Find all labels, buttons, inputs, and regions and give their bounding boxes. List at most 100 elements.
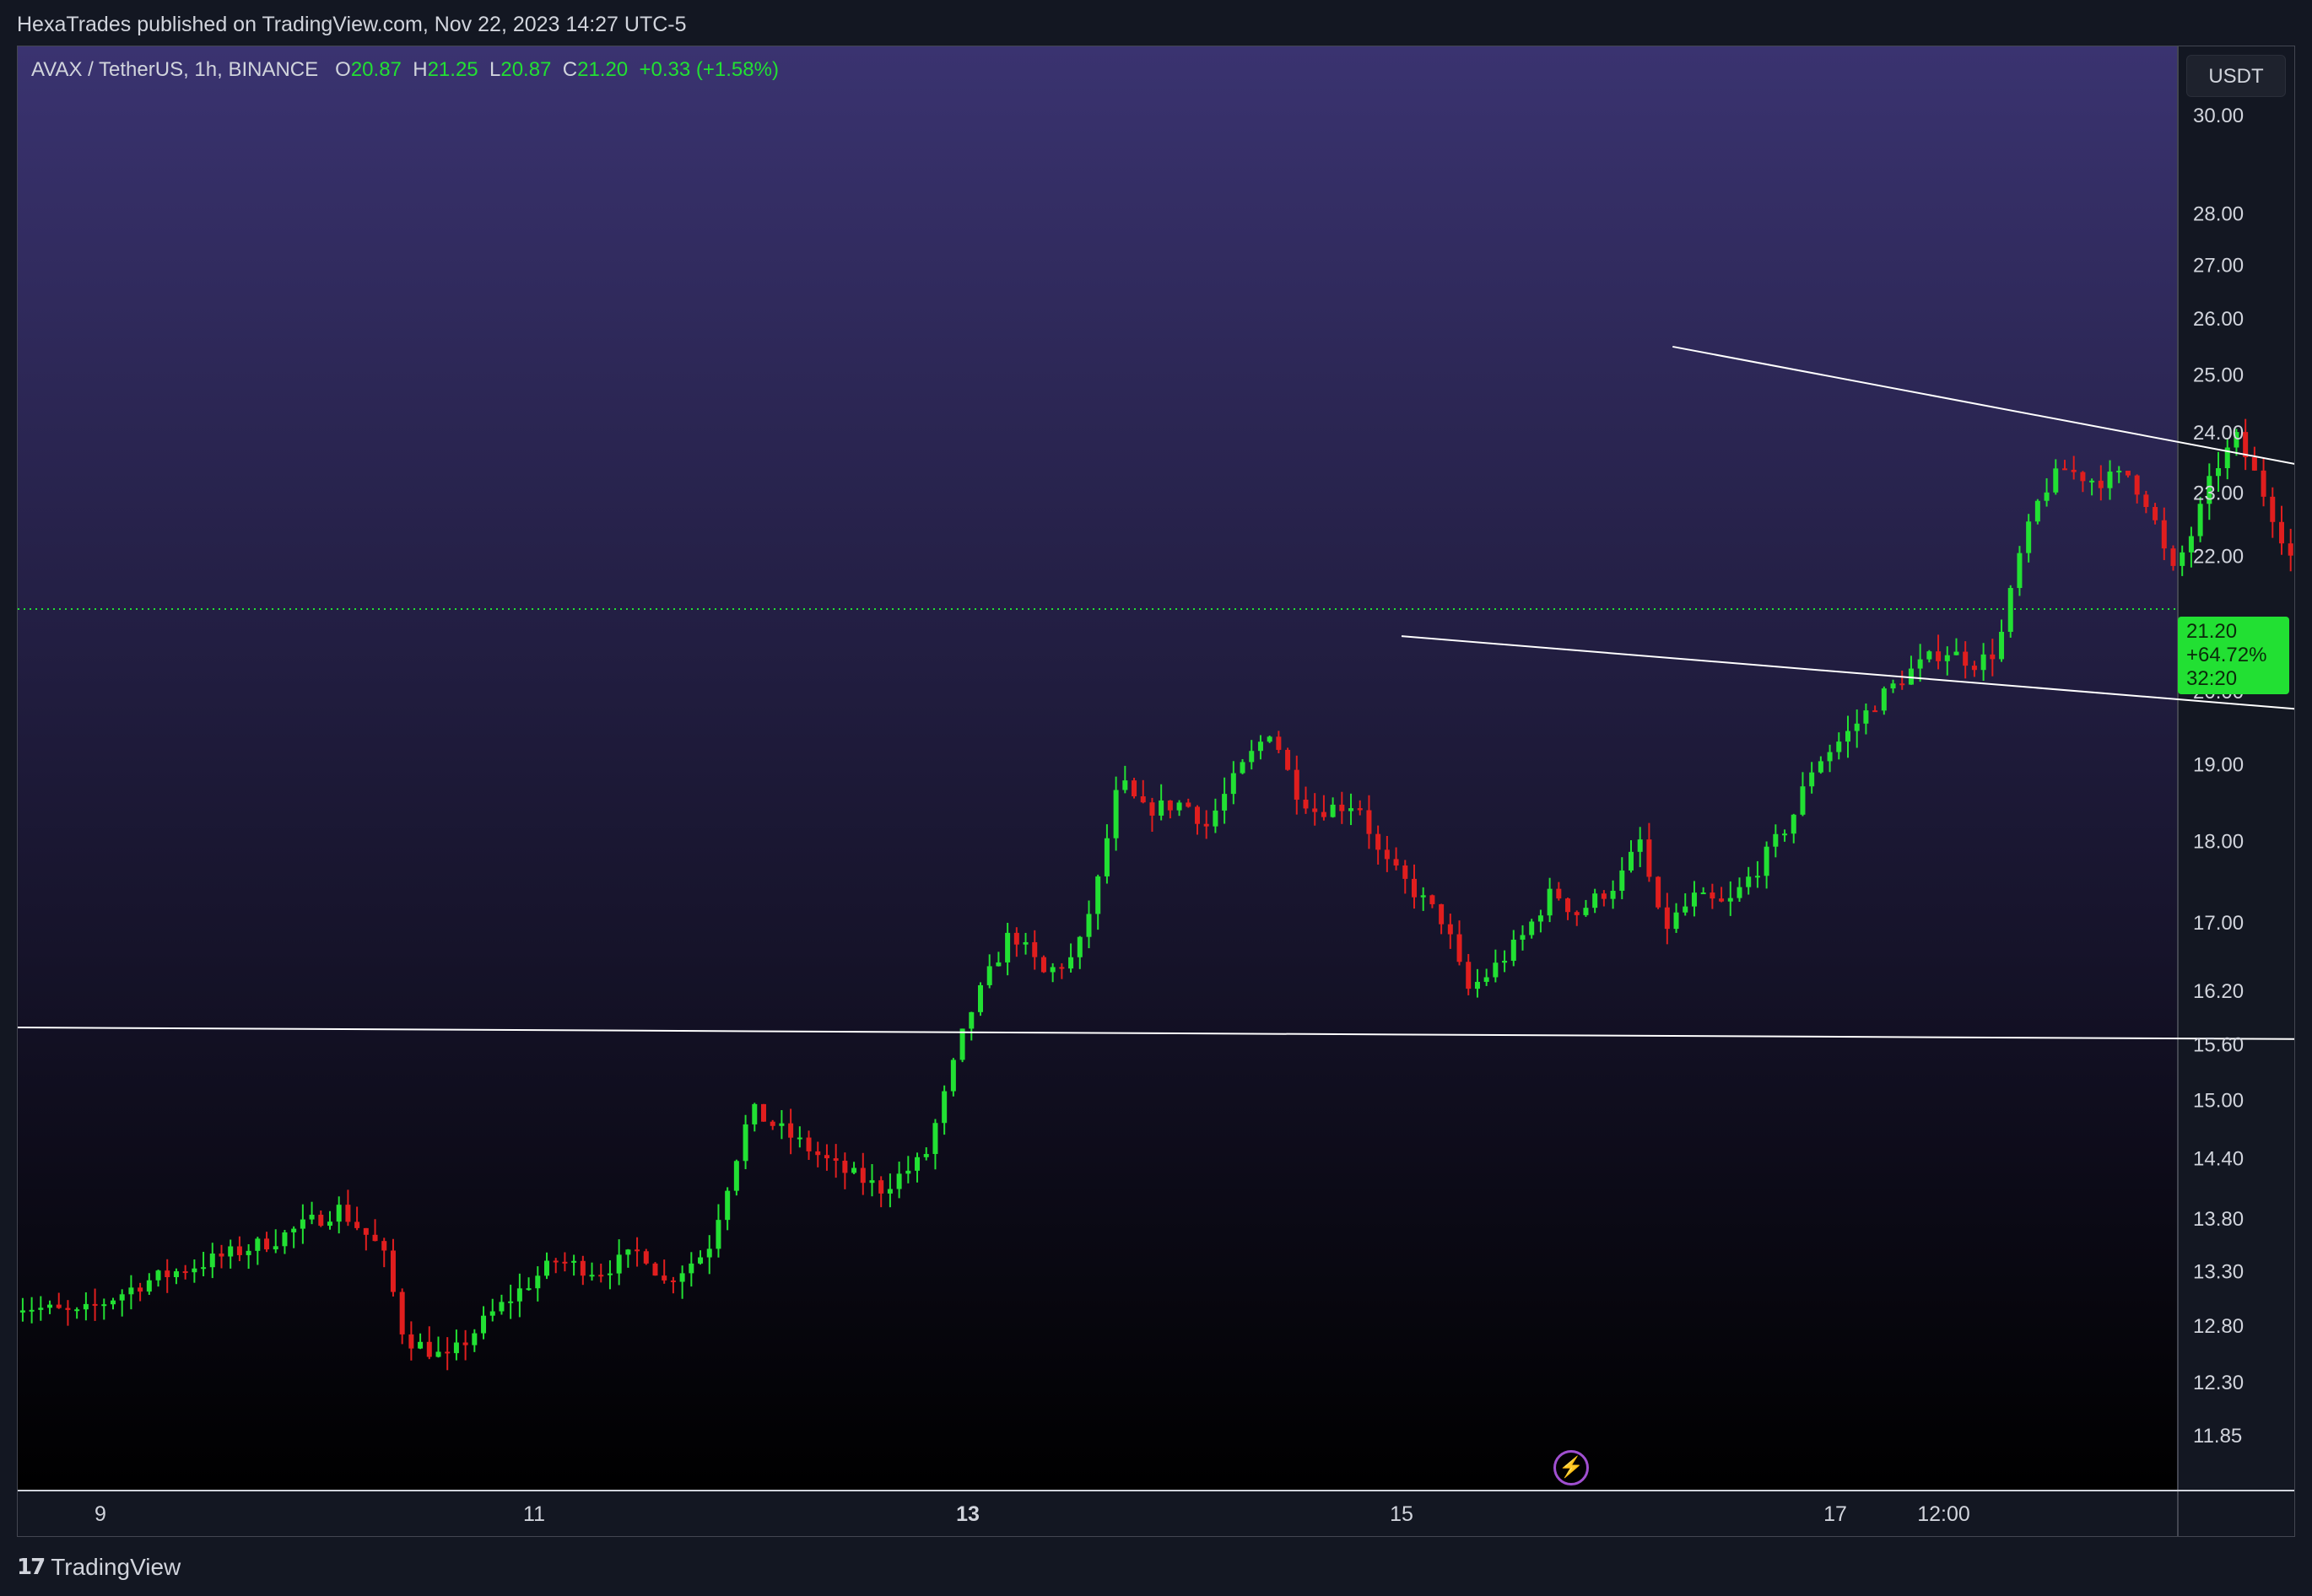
candle-body [942,1091,948,1124]
candle-body [1159,800,1164,816]
candle-body [155,1270,161,1281]
candle-body [2134,475,2140,495]
candle-body [1474,981,1480,989]
flash-icon[interactable]: ⚡ [1553,1450,1589,1485]
candle-body [1122,780,1128,790]
candle-body [1872,710,1878,713]
close-label: C [562,58,578,81]
candle-body [246,1250,251,1255]
candle-body [959,1028,965,1060]
candle-body [1917,659,1923,669]
candle-body [2278,521,2284,544]
candle-body [65,1308,71,1310]
candle-body [1936,651,1942,661]
candle-body [562,1261,568,1264]
candle-body [1800,786,1806,815]
candle-body [896,1173,902,1189]
candle-body [2197,504,2203,536]
candle-body [950,1060,956,1092]
candle-body [1673,912,1679,930]
candle-body [1213,810,1218,827]
candle-body [1104,838,1110,876]
candle-body [616,1254,622,1274]
candle-body [1040,957,1046,973]
candle-body [1863,710,1869,724]
candle-body [1583,908,1589,915]
price-axis[interactable]: 30.00 28.00 27.00 26.00 25.00 24.00 23.00 22.00… [2193,105,2244,1448]
candle-body [1818,761,1823,773]
price-chart[interactable]: 30.00 28.00 27.00 26.00 25.00 24.00 23.00 22.00… [18,46,2295,1537]
candle-body [2153,507,2158,520]
candle-body [2107,472,2113,488]
currency-button[interactable]: USDT [2186,55,2286,97]
candle-body [1980,654,1986,671]
candle-body [1764,846,1769,876]
candle-body [1023,941,1029,945]
candle-body [1881,688,1887,711]
candle-body [47,1304,53,1308]
candle-body [1890,683,1896,689]
trendline-support[interactable] [18,1027,2295,1049]
candle-body [1294,769,1299,800]
tradingview-logo[interactable]: 17 TradingView [17,1554,181,1581]
candle-body [1186,802,1191,807]
candle-body [1005,932,1011,962]
candle-body [915,1157,921,1171]
trendline-upper[interactable] [1672,345,2295,643]
candle-body [977,984,983,1012]
candle-body [1556,888,1562,899]
candle-body [1312,808,1318,812]
symbol-legend: AVAX / TetherUS, 1h, BINANCE O20.87 H21.… [31,58,779,82]
chart-frame[interactable]: 30.00 28.00 27.00 26.00 25.00 24.00 23.00 22.00… [17,46,2295,1537]
candle-body [806,1137,812,1151]
candle-body [1439,903,1445,925]
candle-body [472,1333,478,1345]
candle-body [1203,823,1209,827]
candle-body [1068,957,1074,969]
candle-body [1610,890,1616,899]
candles-layer [19,418,2293,1371]
candle-body [2089,480,2095,483]
candle-body [489,1311,495,1316]
candle-body [1095,876,1101,914]
candle-body [1827,752,1833,762]
candle-body [1637,839,1643,852]
candle-body [706,1248,712,1258]
candle-body [1240,762,1245,774]
candle-body [146,1280,152,1292]
candle-body [2125,471,2131,476]
candle-body [2234,432,2239,448]
candle-body [833,1158,839,1162]
candle-body [788,1123,794,1138]
candle-body [2224,447,2230,468]
candle-body [815,1151,821,1156]
candle-body [733,1161,739,1191]
candle-body [1510,939,1516,961]
candle-body [851,1167,857,1173]
candle-body [372,1234,378,1242]
candle-body [969,1011,975,1029]
candle-body [345,1205,351,1222]
candle-body [399,1291,405,1334]
candle-body [2044,492,2050,501]
trendline-lower[interactable] [1401,635,2295,826]
candle-body [625,1249,631,1255]
candle-body [508,1301,514,1303]
candle-body [2180,552,2185,566]
price-tick-label: 26.00 [2193,308,2244,331]
price-tick-label: 15.60 [2193,1034,2244,1057]
price-tick-label: 27.00 [2193,255,2244,278]
candle-body [635,1249,640,1252]
time-tick-label: 11 [523,1502,545,1526]
price-tick-label: 25.00 [2193,364,2244,386]
candle-body [1411,878,1417,898]
time-tick-label: 13 [956,1502,980,1526]
price-tick-label: 13.80 [2193,1208,2244,1231]
candle-body [716,1220,721,1249]
candle-body [1257,741,1263,752]
candle-body [2170,548,2176,566]
candle-body [1899,683,1905,686]
candle-body [1132,780,1137,797]
candle-body [1990,654,1996,660]
